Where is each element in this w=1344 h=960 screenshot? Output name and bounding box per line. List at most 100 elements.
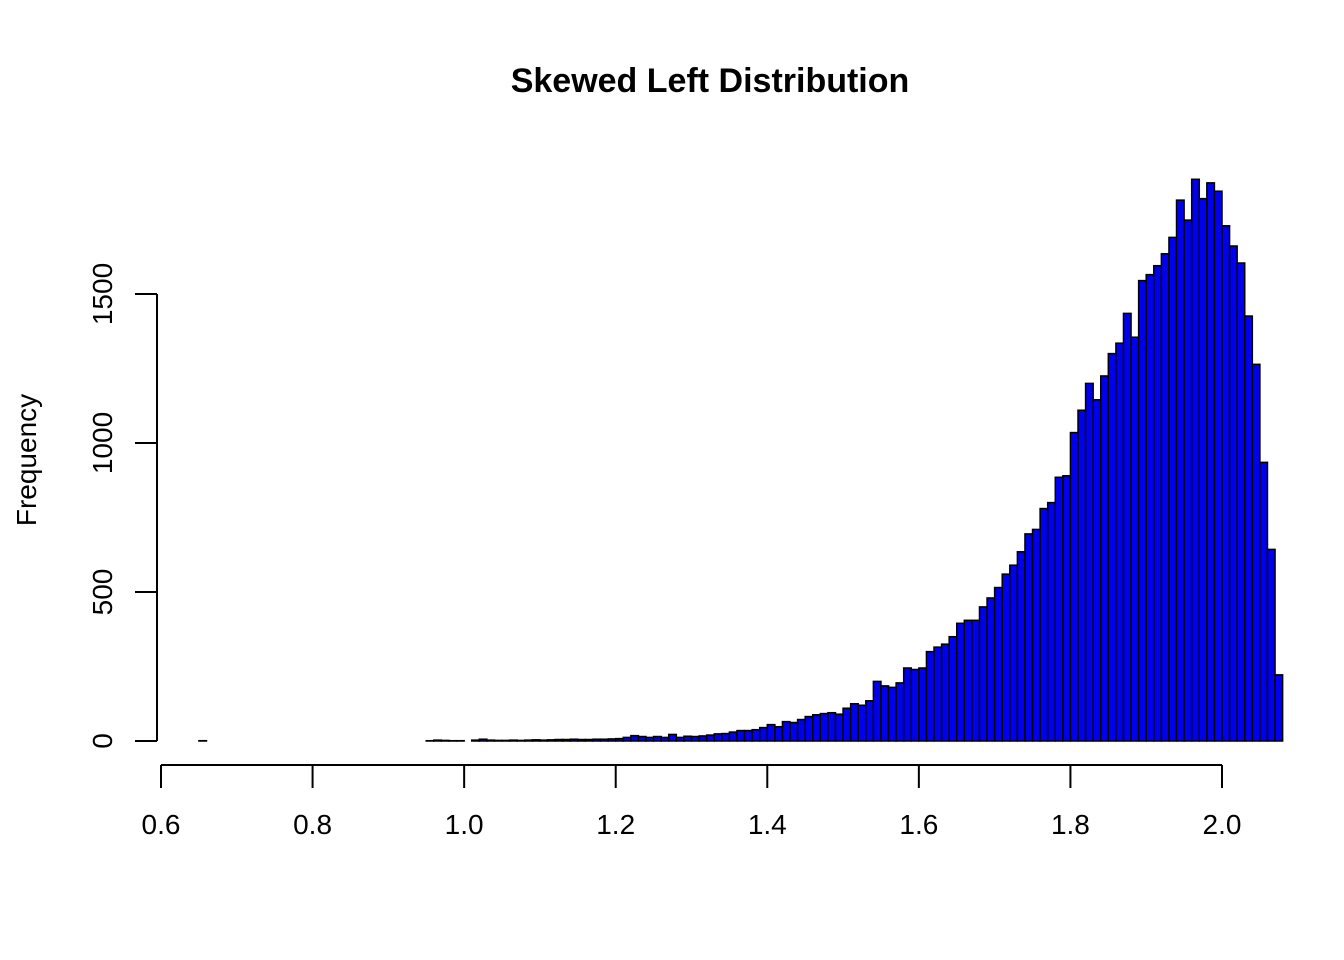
histogram-bar [1122,312,1132,742]
histogram-bar [804,715,814,742]
histogram-bar [895,682,905,742]
histogram-bar [607,738,617,742]
histogram-bar [584,738,594,742]
histogram-bar [963,619,973,742]
histogram-bar [880,685,890,742]
histogram-bar [1016,551,1026,742]
histogram-bar [1115,342,1125,742]
histogram-bar [614,737,625,742]
histogram-bar [1145,273,1155,742]
histogram-bar [652,735,662,742]
histogram-bar [1069,431,1079,742]
histogram-bar [758,726,769,742]
histogram-bar [637,735,647,742]
histogram-bar [993,586,1003,742]
x-tick-label: 1.0 [445,809,484,840]
histogram-bar [925,650,935,742]
histogram-bar [546,739,556,742]
histogram-bar [713,733,723,742]
histogram-bar [592,738,602,742]
histogram-bar [1092,399,1102,742]
histogram-bar [478,738,488,742]
histogram-bar [531,739,541,742]
histogram-bar [1213,190,1223,742]
histogram-bar [812,714,822,742]
histogram-bar [842,707,852,742]
x-tick-label: 1.2 [596,809,635,840]
histogram-bar [1183,219,1193,742]
histogram-bar [834,713,844,742]
y-tick-label: 0 [87,733,118,749]
histogram-bar [1153,264,1163,742]
histogram-bar [796,718,806,742]
histogram-bar [1039,507,1049,742]
histogram-bar [789,721,799,742]
histogram-bar [1084,382,1094,742]
x-tick-label: 1.8 [1051,809,1090,840]
histogram-bar [1031,528,1041,742]
histogram-bar [683,735,693,742]
y-tick-label: 1500 [87,263,118,325]
histogram-bar [721,732,731,742]
histogram-bar [902,667,913,742]
histogram-bar [1221,225,1231,742]
histogram-bar [1228,245,1238,742]
histogram-bar [539,739,549,742]
histogram-bar [986,597,996,742]
x-tick-label: 1.6 [899,809,938,840]
histogram-bar [1175,199,1185,742]
histogram-bar [743,729,753,742]
histogram-bar [1130,336,1140,742]
histogram-bar [470,739,481,742]
x-tick-label: 2.0 [1203,809,1242,840]
bars-group [198,178,1284,742]
histogram-bar [1024,533,1034,742]
histogram-bar [486,739,496,742]
histogram-bar [1259,461,1269,742]
histogram-bar [948,635,958,742]
histogram-bar [554,738,564,742]
histogram-bar [849,703,859,742]
histogram-bar [1168,236,1178,742]
chart-title: Skewed Left Distribution [511,62,910,100]
histogram-bar [1190,178,1201,742]
histogram-bar [728,731,738,742]
histogram-bar [1099,375,1110,742]
histogram-bar [1274,674,1284,742]
histogram-bar [524,739,534,742]
histogram-bar [675,736,685,742]
histogram-bar [940,643,950,742]
histogram-bar [865,700,875,742]
histogram-bar [1107,352,1117,742]
histogram-bar [1077,409,1087,742]
histogram-bar [1266,548,1276,742]
histogram-bar [1009,564,1019,742]
histogram-bar [857,704,867,742]
y-axis: 0 500 1000 1500 [87,263,158,749]
histogram-bar [1198,197,1208,742]
histogram-bar [577,738,587,742]
histogram-bar [501,739,511,742]
histogram-bar [690,735,700,742]
x-tick-label: 0.8 [293,809,332,840]
histogram-bar [622,736,632,742]
histogram-bar [1001,573,1011,742]
histogram-bar [819,712,829,742]
histogram-bar [433,739,443,742]
y-axis-title: Frequency [11,394,42,526]
histogram-bar [599,738,609,742]
histogram-bar [660,736,670,742]
histogram-bar [918,667,928,742]
x-tick-label: 1.4 [748,809,787,840]
histogram-bar [872,680,882,742]
x-axis: 0.6 0.8 1.0 1.2 1.4 1.6 1.8 2.0 [142,764,1242,840]
histogram-bar [774,725,784,742]
histogram-bar [630,734,640,742]
histogram-bar [978,606,988,742]
histogram-bar [971,619,981,742]
x-tick-label: 0.6 [142,809,181,840]
histogram-bar [561,738,571,742]
histogram-bar [1062,475,1072,742]
histogram-bar [569,738,579,742]
